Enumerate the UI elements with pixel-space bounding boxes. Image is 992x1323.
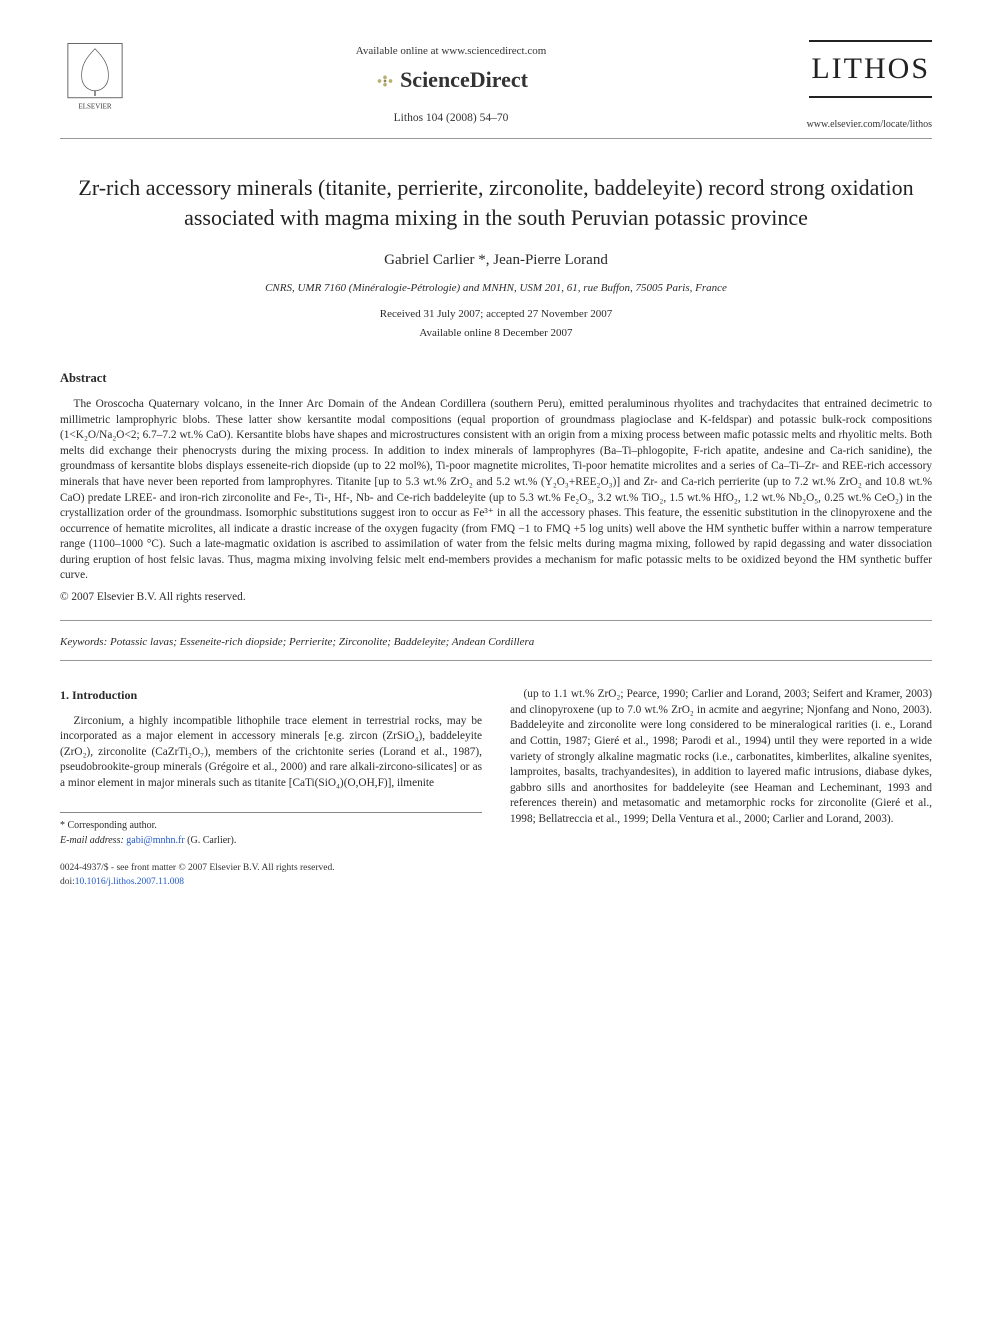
title-block: Zr-rich accessory minerals (titanite, pe… [60,173,932,232]
doi-line: doi:10.1016/j.lithos.2007.11.008 [60,876,932,889]
affiliation: CNRS, UMR 7160 (Minéralogie-Pétrologie) … [60,281,932,296]
page-header: ELSEVIER Available online at www.science… [60,40,932,139]
doi-block: 0024-4937/$ - see front matter © 2007 El… [60,862,932,889]
available-online-date: Available online 8 December 2007 [60,326,932,341]
body-columns: 1. Introduction Zirconium, a highly inco… [60,687,932,850]
email-tail: (G. Carlier). [187,835,236,846]
section-1-heading: 1. Introduction [60,687,482,704]
footnote-block: * Corresponding author. E-mail address: … [60,812,482,849]
keywords-list: Potassic lavas; Esseneite-rich diopside;… [110,636,534,648]
copyright-line: © 2007 Elsevier B.V. All rights reserved… [60,590,932,606]
elsevier-text: ELSEVIER [78,102,111,110]
article-title: Zr-rich accessory minerals (titanite, pe… [60,173,932,232]
sciencedirect-text: ScienceDirect [400,65,528,96]
left-column: 1. Introduction Zirconium, a highly inco… [60,687,482,850]
section-1-left-text: Zirconium, a highly incompatible lithoph… [60,714,482,792]
lithos-logo: LITHOS [809,40,932,98]
email-link[interactable]: gabi@mnhn.fr [126,835,184,846]
elsevier-logo: ELSEVIER [60,40,140,115]
right-column: (up to 1.1 wt.% ZrO₂; Pearce, 1990; Carl… [510,687,932,850]
journal-logo-block: LITHOS www.elsevier.com/locate/lithos [762,40,932,132]
locate-url: www.elsevier.com/locate/lithos [762,118,932,132]
header-center: Available online at www.sciencedirect.co… [140,40,762,126]
available-online-line: Available online at www.sciencedirect.co… [140,44,762,59]
keywords-block: Keywords: Potassic lavas; Esseneite-rich… [60,635,932,661]
abstract-text: The Oroscocha Quaternary volcano, in the… [60,397,932,584]
received-accepted-line: Received 31 July 2007; accepted 27 Novem… [60,307,932,322]
front-matter-line: 0024-4937/$ - see front matter © 2007 El… [60,862,932,875]
email-line: E-mail address: gabi@mnhn.fr (G. Carlier… [60,834,482,848]
abstract-block: Abstract The Oroscocha Quaternary volcan… [60,370,932,621]
header-row: ELSEVIER Available online at www.science… [60,40,932,139]
section-1-right-text: (up to 1.1 wt.% ZrO₂; Pearce, 1990; Carl… [510,687,932,827]
corresponding-author: * Corresponding author. [60,819,482,833]
email-label: E-mail address: [60,835,124,846]
abstract-heading: Abstract [60,370,932,388]
abstract-body: The Oroscocha Quaternary volcano, in the… [60,397,932,584]
journal-reference: Lithos 104 (2008) 54–70 [140,110,762,126]
doi-label: doi: [60,877,75,887]
doi-link[interactable]: 10.1016/j.lithos.2007.11.008 [75,877,184,887]
authors-line: Gabriel Carlier *, Jean-Pierre Lorand [60,250,932,271]
sciencedirect-icon [374,70,396,92]
elsevier-tree-icon: ELSEVIER [60,40,130,110]
keywords-label: Keywords: [60,636,107,648]
sciencedirect-logo: ScienceDirect [374,65,528,96]
